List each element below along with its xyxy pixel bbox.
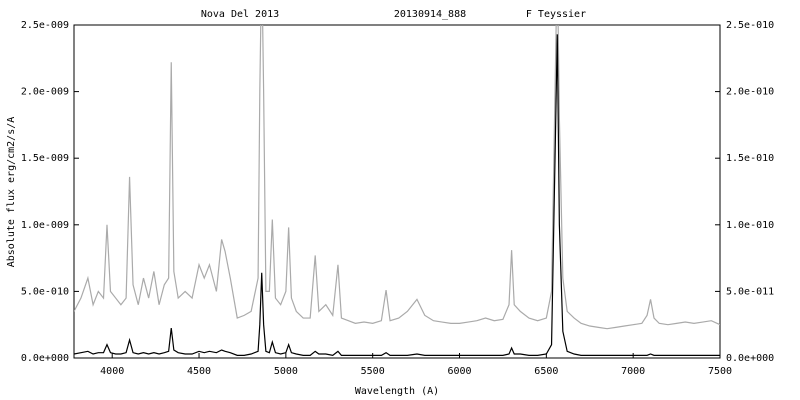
y-tick-label: 2.5e-009 xyxy=(21,20,69,31)
x-tick-label: 6500 xyxy=(534,366,558,377)
y-tick-label: 5.0e-010 xyxy=(21,286,69,297)
chart-subtitle: 20130914_888 xyxy=(394,9,466,20)
y-axis-label: Absolute flux erg/cm2/s/A xyxy=(6,117,17,268)
x-tick-label: 4000 xyxy=(100,366,124,377)
y2-tick-label: 1.0e-010 xyxy=(726,220,774,231)
spectrum-line xyxy=(74,25,720,330)
y2-tick-label: 0.0e+000 xyxy=(726,353,774,364)
y-tick-label: 1.0e-009 xyxy=(21,220,69,231)
plot-lines xyxy=(74,25,720,356)
annotation: F Teyssier xyxy=(526,9,586,20)
y2-tick-label: 2.5e-010 xyxy=(726,20,774,31)
x-tick-label: 4500 xyxy=(187,366,211,377)
x-tick-label: 7500 xyxy=(708,366,732,377)
chart-title: Nova Del 2013 xyxy=(201,9,279,20)
y-tick-label: 1.5e-009 xyxy=(21,153,69,164)
x-tick-label: 5000 xyxy=(274,366,298,377)
spectrum-line xyxy=(74,34,720,356)
x-tick-label: 7000 xyxy=(621,366,645,377)
x-axis-label: Wavelength (A) xyxy=(355,386,439,397)
y2-tick-label: 5.0e-011 xyxy=(726,286,774,297)
x-tick-label: 5500 xyxy=(361,366,385,377)
y-tick-label: 2.0e-009 xyxy=(21,87,69,98)
x-tick-label: 6000 xyxy=(447,366,471,377)
y2-tick-label: 1.5e-010 xyxy=(726,153,774,164)
y-tick-label: 0.0e+000 xyxy=(21,353,69,364)
plot-frame xyxy=(73,24,721,359)
y2-tick-label: 2.0e-010 xyxy=(726,87,774,98)
